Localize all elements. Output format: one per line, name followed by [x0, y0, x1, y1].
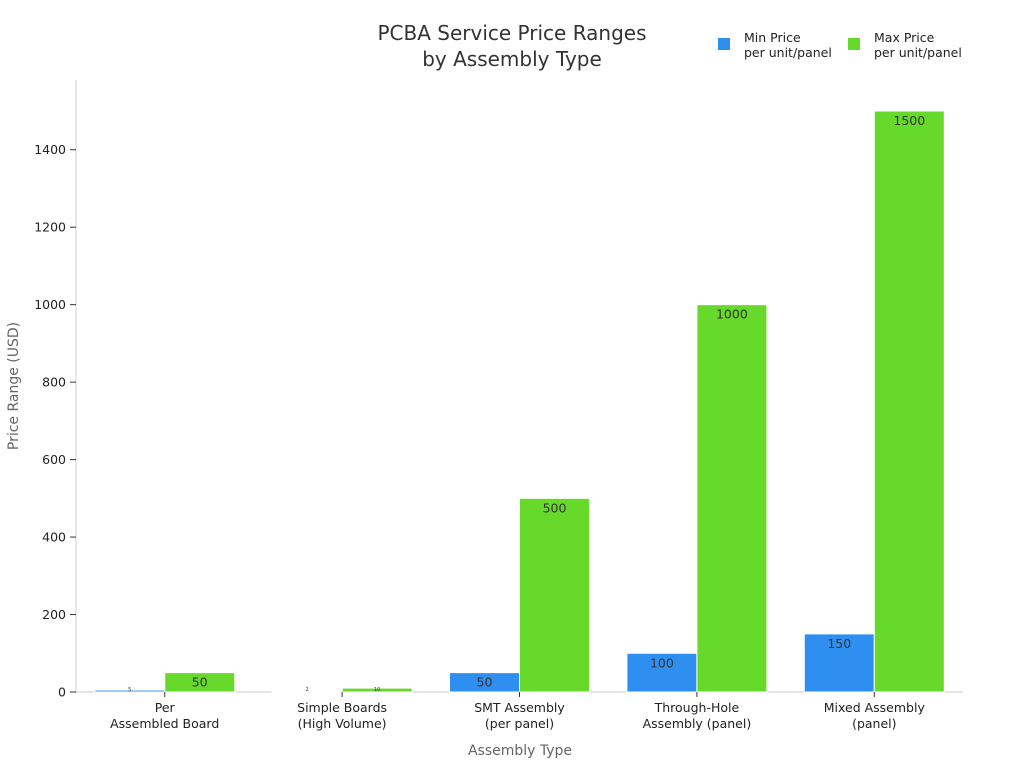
legend-label-max-price-line-2: per unit/panel: [874, 45, 962, 60]
legend-swatch-min-price: [718, 38, 730, 50]
bar-label-max-2: 500: [543, 500, 567, 515]
y-axis-ticks: 0 200 400 600 800 1000 1200 1400: [34, 142, 76, 700]
chart-title-line-2: by Assembly Type: [422, 47, 602, 71]
y-tick-label-400: 400: [42, 530, 66, 545]
bar-label-min-4: 150: [827, 636, 851, 651]
x-category-label-4-line-1: Mixed Assembly: [824, 700, 926, 715]
y-tick-label-1000: 1000: [34, 297, 66, 312]
chart-title-line-1: PCBA Service Price Ranges: [377, 21, 646, 45]
x-category-label-3-line-1: Through-Hole: [654, 700, 740, 715]
y-tick-label-1400: 1400: [34, 142, 66, 157]
y-tick-label-0: 0: [58, 685, 66, 700]
x-category-label-2-line-1: SMT Assembly: [474, 700, 565, 715]
y-axis-title: Price Range (USD): [6, 322, 22, 450]
x-category-label-3-line-2: Assembly (panel): [643, 716, 752, 731]
x-category-label-1-line-2: (High Volume): [298, 716, 387, 731]
bar-max-1: [341, 687, 413, 693]
bar-label-min-0: 5: [128, 687, 131, 693]
bar-label-min-2: 50: [477, 675, 493, 690]
bar-label-min-3: 100: [650, 655, 674, 670]
bar-max-0: [164, 672, 236, 693]
bar-series: 5 50 2 10 50 500 100 1000 150 1500: [94, 110, 945, 693]
x-category-label-2-line-2: (per panel): [485, 716, 554, 731]
legend-label-max-price-line-1: Max Price: [874, 30, 935, 45]
y-tick-label-800: 800: [42, 375, 66, 390]
bar-max-4: [873, 110, 945, 693]
x-category-label-4-line-2: (panel): [852, 716, 896, 731]
y-tick-label-200: 200: [42, 607, 66, 622]
x-axis-title: Assembly Type: [468, 743, 572, 759]
bar-max-3: [696, 304, 768, 693]
x-category-label-1-line-1: Simple Boards: [297, 700, 387, 715]
bar-label-max-0: 50: [192, 675, 208, 690]
y-tick-label-1200: 1200: [34, 220, 66, 235]
bar-label-min-1: 2: [306, 687, 309, 693]
legend-label-min-price-line-1: Min Price: [744, 30, 801, 45]
bar-label-max-3: 1000: [716, 307, 748, 322]
y-tick-label-600: 600: [42, 452, 66, 467]
legend-swatch-max-price: [848, 38, 860, 50]
x-category-label-0-line-2: Assembled Board: [110, 716, 219, 731]
legend-label-min-price-line-2: per unit/panel: [744, 45, 832, 60]
bar-max-2: [519, 497, 590, 693]
bar-label-max-4: 1500: [893, 113, 925, 128]
x-category-label-0-line-1: Per: [155, 700, 176, 715]
bar-label-max-1: 10: [374, 687, 380, 693]
